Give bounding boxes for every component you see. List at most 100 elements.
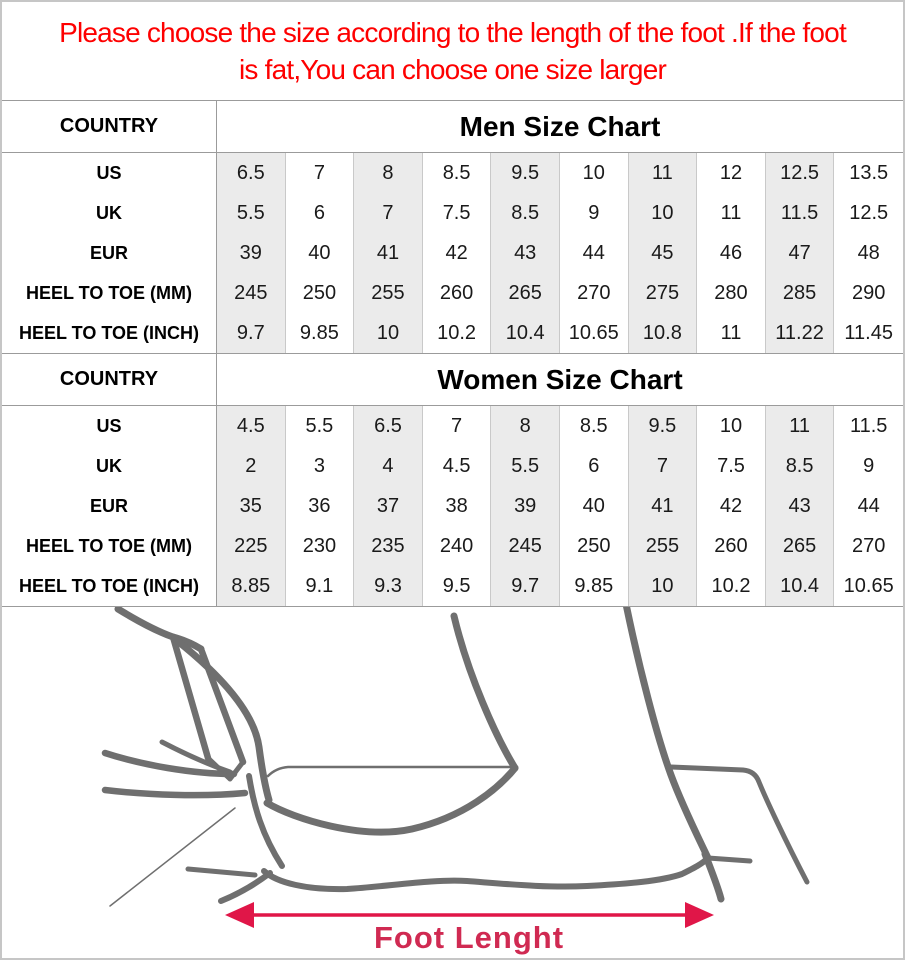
size-cell: 36 xyxy=(286,486,355,526)
size-cell: 40 xyxy=(560,486,629,526)
finger-line-branch xyxy=(159,739,233,775)
row-label: EUR xyxy=(2,486,217,526)
size-tables: COUNTRY Men Size Chart US 6.5 7 8 8.5 9.5 10 11 12… xyxy=(2,100,903,607)
size-cell: 9.7 xyxy=(217,313,286,353)
size-cell: 250 xyxy=(560,526,629,566)
table-row: HEEL TO TOE (MM) 225 230 235 240 245 250 255 260… xyxy=(2,526,903,566)
size-cell: 7 xyxy=(354,193,423,233)
size-cell: 10.4 xyxy=(491,313,560,353)
size-cell: 4 xyxy=(354,446,423,486)
size-cell: 250 xyxy=(286,273,355,313)
size-cell: 38 xyxy=(423,486,492,526)
table-title: Men Size Chart xyxy=(459,110,661,142)
size-cell: 41 xyxy=(628,486,698,526)
size-cell: 5.5 xyxy=(286,406,355,446)
table-row: US 4.5 5.5 6.5 7 8 8.5 9.5 10 11 11.5 xyxy=(2,406,903,446)
size-cell: 9 xyxy=(560,193,629,233)
size-cell: 10 xyxy=(628,193,698,233)
size-cell: 4.5 xyxy=(423,446,492,486)
size-cell: 11 xyxy=(697,193,766,233)
size-cell: 42 xyxy=(423,233,492,273)
table-row: EUR 39 40 41 42 43 44 45 46 47 48 xyxy=(2,233,903,273)
size-cell: 11 xyxy=(628,153,698,193)
table-row: EUR 35 36 37 38 39 40 41 42 43 44 xyxy=(2,486,903,526)
size-cell: 9.5 xyxy=(423,566,492,606)
hand-sketch xyxy=(114,607,177,641)
size-cell: 265 xyxy=(765,526,835,566)
size-cell: 5.5 xyxy=(491,446,560,486)
size-cell: 9 xyxy=(863,454,875,477)
size-cell: 9.5 xyxy=(628,406,698,446)
size-cell: 11.45 xyxy=(844,321,893,344)
size-cell: 6 xyxy=(286,193,355,233)
row-label: EUR xyxy=(2,233,217,273)
paper-edge-line xyxy=(109,807,236,907)
hand-knuckle-curve xyxy=(171,635,273,804)
table-row: HEEL TO TOE (MM) 245 250 255 260 265 270 275 280… xyxy=(2,273,903,313)
back-leg-line xyxy=(623,607,712,862)
row-label: HEEL TO TOE (INCH) xyxy=(2,566,217,606)
table-title: Women Size Chart xyxy=(437,363,683,395)
size-cell: 270 xyxy=(852,534,886,557)
size-cell: 9.5 xyxy=(491,153,560,193)
size-cell: 280 xyxy=(697,273,766,313)
size-cell: 37 xyxy=(354,486,423,526)
size-cell: 41 xyxy=(354,233,423,273)
size-cell: 275 xyxy=(628,273,698,313)
size-cell: 245 xyxy=(491,526,560,566)
size-cell: 3 xyxy=(286,446,355,486)
size-cell: 48 xyxy=(857,241,880,264)
size-cell: 46 xyxy=(697,233,766,273)
size-cell: 9.1 xyxy=(286,566,355,606)
size-cell: 8.85 xyxy=(217,566,286,606)
size-cell: 4.5 xyxy=(217,406,286,446)
size-cell: 13.5 xyxy=(849,161,889,184)
size-cell: 10.4 xyxy=(765,566,835,606)
table-row: HEEL TO TOE (INCH) 9.7 9.85 10 10.2 10.4 10.65… xyxy=(2,313,903,353)
size-cell: 6 xyxy=(560,446,629,486)
size-cell: 285 xyxy=(765,273,835,313)
size-cell: 7 xyxy=(286,153,355,193)
size-cell: 10 xyxy=(697,406,766,446)
size-cell: 9.3 xyxy=(354,566,423,606)
size-cell: 45 xyxy=(628,233,698,273)
size-cell: 12 xyxy=(697,153,766,193)
size-cell: 39 xyxy=(217,233,286,273)
arrowhead-left xyxy=(225,902,254,928)
size-cell: 5.5 xyxy=(217,193,286,233)
table-corner-label: COUNTRY xyxy=(2,101,217,152)
size-cell: 2 xyxy=(217,446,286,486)
size-cell: 12.5 xyxy=(849,201,889,224)
size-cell: 6.5 xyxy=(354,406,423,446)
size-cell: 255 xyxy=(354,273,423,313)
size-cell: 10 xyxy=(628,566,698,606)
size-cell: 10 xyxy=(560,153,629,193)
size-cell: 9.85 xyxy=(560,566,629,606)
heel-tick xyxy=(705,855,753,864)
size-table: COUNTRY Men Size Chart US 6.5 7 8 8.5 9.5 10 11 12… xyxy=(2,100,903,353)
size-cell: 235 xyxy=(354,526,423,566)
pencil-left-edge xyxy=(169,633,212,762)
row-label: US xyxy=(2,153,217,193)
notice-line-2: is fat,You can choose one size larger xyxy=(239,54,667,85)
size-cell: 47 xyxy=(765,233,835,273)
size-cell: 11 xyxy=(765,406,835,446)
size-cell: 8 xyxy=(354,153,423,193)
size-cell: 10.2 xyxy=(697,566,766,606)
table-row: UK 5.5 6 7 7.5 8.5 9 10 11 11.5 12.5 xyxy=(2,193,903,233)
size-cell: 8.5 xyxy=(423,153,492,193)
toe-mark-stroke xyxy=(246,773,285,869)
size-cell: 10.65 xyxy=(843,574,894,597)
size-cell: 10.2 xyxy=(423,313,492,353)
size-cell: 12.5 xyxy=(765,153,835,193)
size-cell: 40 xyxy=(286,233,355,273)
table-row: HEEL TO TOE (INCH) 8.85 9.1 9.3 9.5 9.7 9.85 10… xyxy=(2,566,903,606)
size-cell: 245 xyxy=(217,273,286,313)
foot-measure-diagram: Foot Lenght xyxy=(2,607,903,958)
size-cell: 9.85 xyxy=(286,313,355,353)
size-cell: 8.5 xyxy=(765,446,835,486)
size-cell: 8.5 xyxy=(560,406,629,446)
size-cell: 230 xyxy=(286,526,355,566)
table-corner-label: COUNTRY xyxy=(2,354,217,405)
size-cell: 6.5 xyxy=(217,153,286,193)
